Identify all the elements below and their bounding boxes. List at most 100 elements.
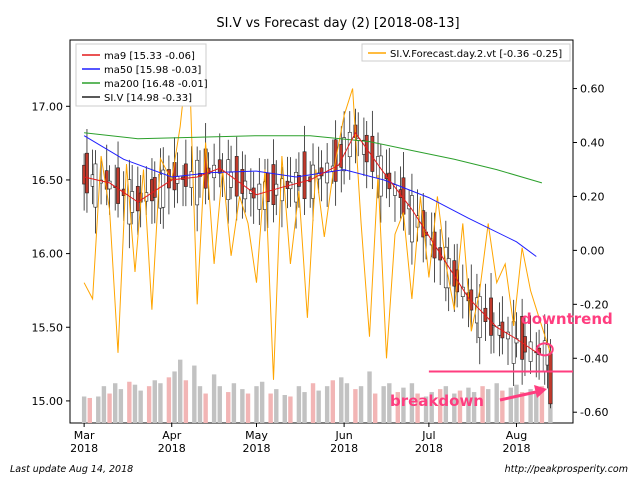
volume-bar [339,377,344,423]
right-tick-label: 0.00 [580,244,605,257]
volume-bar [101,386,107,423]
volume-bar [372,393,378,423]
ma9-line [83,131,537,353]
legend-right: SI.V.Forecast.day.2.vt [-0.36 -0.25] [361,43,571,62]
volume-bar [231,383,237,423]
volume-bar [423,396,429,423]
volume-bar [217,386,222,423]
volume-bar [415,393,420,423]
candle-body [296,175,301,187]
left-axis: 15.00 15.50 16.00 16.50 17.00 [32,100,70,408]
volume-bar [178,359,183,423]
candle-body [107,180,112,190]
candle-body [195,159,200,206]
candle-body [234,156,239,197]
footer-right: http://peakprosperity.com [505,464,628,475]
volume-bar [324,386,330,423]
volume-bar [254,386,259,423]
volume-bar [259,381,265,423]
volume-bar [358,386,364,423]
candle-body [378,155,383,197]
candle-body [477,296,482,338]
volume-bar [113,383,118,423]
downtrend-circle [535,342,554,357]
volume-bars [81,359,553,423]
candle-body [548,353,553,405]
candle-body [116,167,120,204]
volume-bar [519,392,525,423]
x-tick-label: Mar [74,429,95,442]
x-tick-label: Apr [162,429,182,442]
volume-bar [494,383,499,423]
right-axis: 0.60 0.40 0.20 0.00 -0.20 -0.40 -0.60 [573,83,608,419]
volume-bar [528,389,533,423]
candle-body [401,177,406,215]
candle-body [469,289,474,311]
x-tick-label: Jun [335,429,353,442]
candle-body [319,167,324,177]
candle-body [294,172,298,203]
volume-bar [166,377,172,423]
volume-bar [211,374,217,423]
volume-bar [81,396,87,423]
volume-bar [452,393,457,423]
candle-body [506,331,510,340]
x-tick-year: 2018 [70,442,98,455]
candle-body [161,169,166,208]
volume-bar [197,386,203,423]
volume-bar [127,381,132,423]
right-tick-label: -0.20 [580,298,608,311]
volume-bar [471,392,477,423]
volume-bar [443,386,449,423]
right-tick-label: 0.40 [580,136,605,149]
candle-body [528,341,533,362]
volume-bar [466,387,471,423]
legend-right-label: SI.V.Forecast.day.2.vt [-0.36 -0.25] [390,49,562,60]
candle-body [152,177,157,198]
annotations: downtrend breakdown [390,310,613,410]
volume-bar [152,380,157,423]
volume-bar [226,392,231,423]
volume-bar [288,396,293,423]
series-lines [83,45,551,380]
breakdown-arrow-shaft [499,390,537,402]
volume-bar [138,390,143,423]
volume-bar [409,383,415,423]
footer-left: Last update Aug 14, 2018 [10,464,133,475]
volume-bar [146,386,152,423]
volume-bar [344,383,350,423]
volume-bar [486,389,491,423]
candle-body [130,191,135,213]
volume-bar [310,383,316,423]
volume-bar [192,365,197,423]
volume-bar [395,392,400,423]
left-tick-label: 17.00 [32,100,64,113]
volume-bar [353,389,358,423]
volume-bar [296,386,302,423]
forecast-line [83,45,551,380]
bottom-axis: Mar2018Apr2018May2018Jun2018Jul2018Aug20… [70,423,530,455]
x-tick-year: 2018 [330,442,358,455]
legend-left-label: ma200 [16.48 -0.01] [104,79,208,90]
right-tick-label: 0.20 [580,190,605,203]
volume-bar [107,393,112,423]
ma50-line [83,135,537,257]
right-tick-label: 0.60 [580,83,605,96]
left-tick-label: 16.50 [32,174,64,187]
left-tick-label: 15.00 [32,395,64,408]
x-tick-label: May [245,429,268,442]
candle-body [489,297,493,336]
chart-title: SI.V vs Forecast day (2) [2018-08-13] [216,16,459,31]
candle-body [387,172,392,190]
volume-bar [158,383,163,423]
volume-bar [96,396,101,423]
candle-body [257,183,262,210]
volume-bar [539,386,545,423]
volume-bar [387,383,392,423]
x-tick-label: Jul [421,429,435,442]
volume-bar [401,387,406,423]
volume-bar [268,393,273,423]
ma200-line [84,132,543,184]
